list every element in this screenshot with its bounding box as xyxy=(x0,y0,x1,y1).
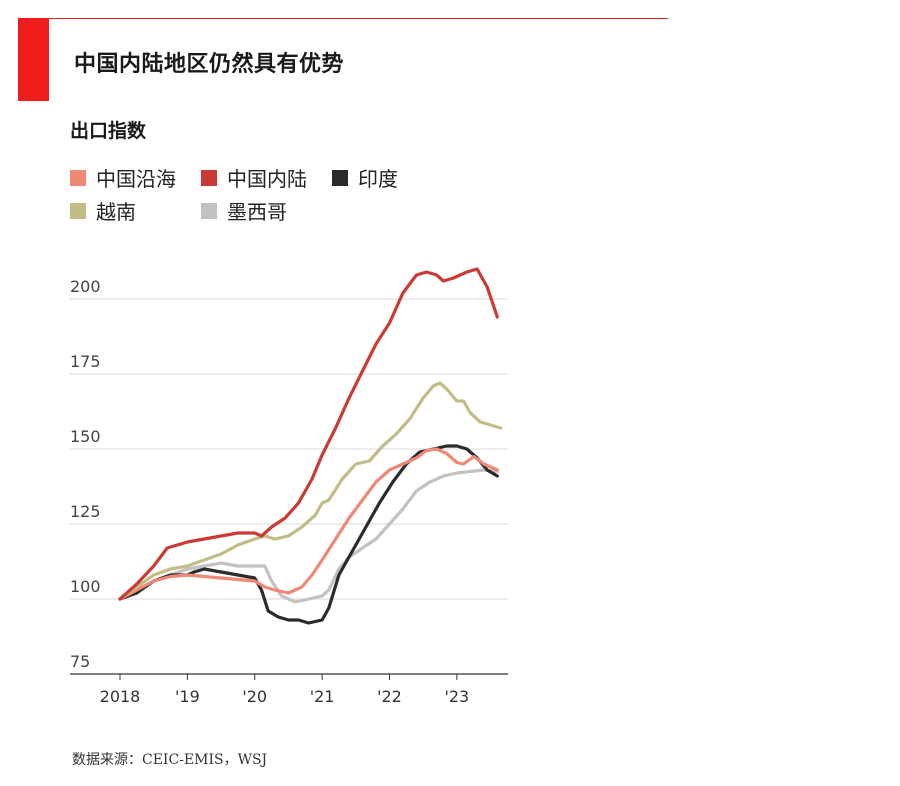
grid-layer xyxy=(70,298,508,600)
series-line-中国内陆 xyxy=(118,267,499,601)
series-line-中国沿海 xyxy=(118,447,499,601)
chart-subtitle: 出口指数 xyxy=(70,120,147,142)
legend-swatch xyxy=(332,169,348,186)
legend-item-inland: 中国内陆 xyxy=(201,163,307,192)
x-tick-label: '19 xyxy=(175,687,200,706)
series-line-印度 xyxy=(118,444,499,625)
top-rule xyxy=(18,18,668,19)
y-tick-label: 150 xyxy=(70,427,101,446)
legend-label: 中国内陆 xyxy=(227,167,307,191)
legend-swatch xyxy=(70,202,86,219)
x-tick-label: '23 xyxy=(444,687,469,706)
legend-label: 印度 xyxy=(358,167,398,191)
y-tick-label: 125 xyxy=(70,502,101,521)
source-note: 数据来源：CEIC-EMIS，WSJ xyxy=(72,752,268,768)
legend-item-india: 印度 xyxy=(332,163,398,192)
y-tick-label: 200 xyxy=(70,277,101,296)
y-tick-label: 175 xyxy=(70,352,101,371)
page-title: 中国内陆地区仍然具有优势 xyxy=(74,52,345,77)
legend-swatch xyxy=(201,202,217,219)
y-tick-label: 75 xyxy=(70,652,90,671)
legend-swatch xyxy=(201,169,217,186)
y-tick-label: 100 xyxy=(70,577,101,596)
legend-item-vietnam: 越南 xyxy=(70,196,136,225)
series-line-墨西哥 xyxy=(118,468,499,604)
legend-label: 越南 xyxy=(96,200,136,224)
axis-layer: 75 100 125 150 175 200 2018 '19 '20 '21 '22 '23 xyxy=(70,277,508,706)
x-tick-label: 2018 xyxy=(100,687,141,706)
series-line-越南 xyxy=(118,381,503,601)
x-tick-label: '20 xyxy=(242,687,267,706)
x-tick-label: '22 xyxy=(377,687,402,706)
accent-bar xyxy=(18,18,49,101)
x-tick-label: '21 xyxy=(310,687,335,706)
legend-swatch xyxy=(70,169,86,186)
series-layer xyxy=(118,267,503,625)
legend-label: 墨西哥 xyxy=(227,200,287,224)
legend-label: 中国沿海 xyxy=(96,167,176,191)
legend-item-mexico: 墨西哥 xyxy=(201,196,287,225)
legend-item-coastal: 中国沿海 xyxy=(70,163,176,192)
